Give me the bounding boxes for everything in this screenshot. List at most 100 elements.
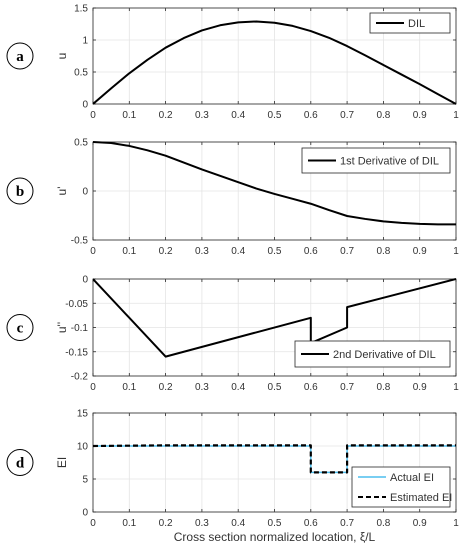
panel-b: 0 0.1 0.2 0.3 0.4 0.5 0.6 0.7 0.8 0.9 1-0.500.5u'b…: [6, 138, 459, 257]
x-tick-label: 0.6: [304, 382, 318, 393]
axes-frame: [92, 278, 457, 377]
x-tick-label: 0.7: [340, 382, 354, 393]
x-tick-label: 0.1: [122, 518, 136, 529]
axes-frame: [92, 141, 457, 241]
legend: DIL: [369, 12, 451, 34]
axes-frame: [92, 412, 457, 513]
y-axis-label: EI: [55, 457, 69, 468]
x-tick-label: 1: [453, 518, 459, 529]
y-tick-label: 15: [77, 409, 89, 420]
panel-label-badge: a: [6, 42, 34, 70]
y-tick-label: -0.15: [65, 347, 88, 358]
panel-label-badge: d: [6, 449, 34, 476]
panel-label-badge: c: [6, 314, 34, 341]
x-tick-label: 0.1: [122, 246, 136, 257]
legend: Actual EI Estimated EI: [351, 466, 452, 508]
y-tick-label: 0: [82, 187, 88, 198]
y-tick-label: 10: [77, 442, 89, 453]
x-tick-label: 0.3: [195, 518, 209, 529]
x-tick-label: 0.2: [159, 518, 173, 529]
panel-d: 0 0.1 0.2 0.3 0.4 0.5 0.6 0.7 0.8 0.9 1051015EIdAc…: [6, 409, 459, 529]
y-tick-label: -0.1: [71, 323, 89, 334]
x-tick-label: 0.6: [304, 110, 318, 121]
x-tick-label: 0.5: [268, 382, 282, 393]
x-tick-label: 0.8: [376, 382, 390, 393]
y-axis-label: u: [55, 53, 69, 60]
panel-a: 0 0.1 0.2 0.3 0.4 0.5 0.6 0.7 0.8 0.9 1 0 0.5 1 1.5 u a D…: [6, 4, 459, 121]
x-tick-label: 0.2: [159, 110, 173, 121]
x-axis: 0 0.1 0.2 0.3 0.4 0.5 0.6 0.7 0.8 0.9 1: [90, 8, 459, 121]
panel-label-text: b: [16, 184, 24, 200]
x-tick-label: 0.7: [340, 246, 354, 257]
legend-label: Estimated EI: [390, 492, 452, 504]
x-tick-label: 0.6: [304, 518, 318, 529]
series-line: [93, 445, 456, 474]
x-tick-label: 0.9: [413, 518, 427, 529]
x-tick-label: 0.4: [231, 246, 245, 257]
y-tick-label: -0.2: [71, 372, 89, 383]
x-tick-label: 0: [90, 110, 96, 121]
x-tick-label: 0: [90, 382, 96, 393]
y-tick-label: 1: [82, 36, 88, 47]
x-tick-label: 0.9: [413, 382, 427, 393]
panel-label-text: d: [16, 456, 25, 472]
y-axis-label: u'': [55, 322, 69, 333]
x-tick-label: 0.7: [340, 518, 354, 529]
y-tick-label: 0.5: [74, 68, 88, 79]
x-tick-label: 1: [453, 246, 459, 257]
x-tick-label: 1: [453, 110, 459, 121]
y-tick-label: 5: [82, 475, 88, 486]
legend-label: Actual EI: [390, 472, 434, 484]
x-tick-label: 0.8: [376, 518, 390, 529]
x-axis-label: Cross section normalized location, ξ/L: [174, 530, 376, 544]
x-tick-label: 0.4: [231, 518, 245, 529]
y-tick-label: -0.5: [71, 236, 89, 247]
legend-label: 1st Derivative of DIL: [340, 156, 439, 168]
legend-box: [369, 12, 451, 34]
x-tick-label: 0.8: [376, 246, 390, 257]
legend: 2nd Derivative of DIL: [294, 340, 451, 368]
x-tick-label: 0: [90, 518, 96, 529]
panel-label-text: c: [17, 321, 24, 337]
series-line: [93, 141, 456, 226]
axes-frame: [92, 7, 457, 105]
y-tick-label: 0: [82, 508, 88, 519]
x-tick-label: 0.3: [195, 382, 209, 393]
legend: 1st Derivative of DIL: [301, 147, 451, 174]
x-tick-label: 0.2: [159, 246, 173, 257]
panel-label-circle: [6, 314, 34, 341]
x-tick-label: 0: [90, 246, 96, 257]
legend-box: [351, 466, 451, 508]
x-tick-label: 0.3: [195, 246, 209, 257]
series-line: [93, 20, 456, 105]
panel-label-badge: b: [6, 177, 34, 205]
x-tick-label: 0.5: [268, 110, 282, 121]
y-tick-label: 0: [82, 275, 88, 286]
x-tick-label: 0.4: [231, 110, 245, 121]
panel-label-circle: [6, 449, 34, 476]
y-tick-label: 1.5: [74, 4, 88, 15]
legend-label: 2nd Derivative of DIL: [333, 349, 436, 361]
x-tick-label: 0.5: [268, 518, 282, 529]
x-tick-label: 0.3: [195, 110, 209, 121]
panel-label-circle: [6, 42, 34, 70]
x-tick-label: 0.9: [413, 110, 427, 121]
x-tick-label: 0.4: [231, 382, 245, 393]
x-tick-label: 0.5: [268, 246, 282, 257]
x-tick-label: 0.2: [159, 382, 173, 393]
y-tick-label: 0: [82, 100, 88, 111]
legend-label: DIL: [408, 18, 425, 30]
panel-label-text: a: [16, 49, 24, 65]
x-tick-label: 0.1: [122, 382, 136, 393]
x-tick-label: 0.1: [122, 110, 136, 121]
panel-label-circle: [6, 177, 34, 205]
x-axis: 0 0.1 0.2 0.3 0.4 0.5 0.6 0.7 0.8 0.9 1: [90, 279, 459, 393]
x-tick-label: 0.8: [376, 110, 390, 121]
series-line: [93, 444, 456, 474]
panel-c: 0 0.1 0.2 0.3 0.4 0.5 0.6 0.7 0.8 0.9 1 -0.2 -0.15 -0…: [6, 275, 459, 393]
y-axis-label: u': [55, 187, 69, 196]
x-tick-label: 0.9: [413, 246, 427, 257]
x-tick-label: 0.7: [340, 110, 354, 121]
y-tick-label: 0.5: [74, 138, 88, 149]
